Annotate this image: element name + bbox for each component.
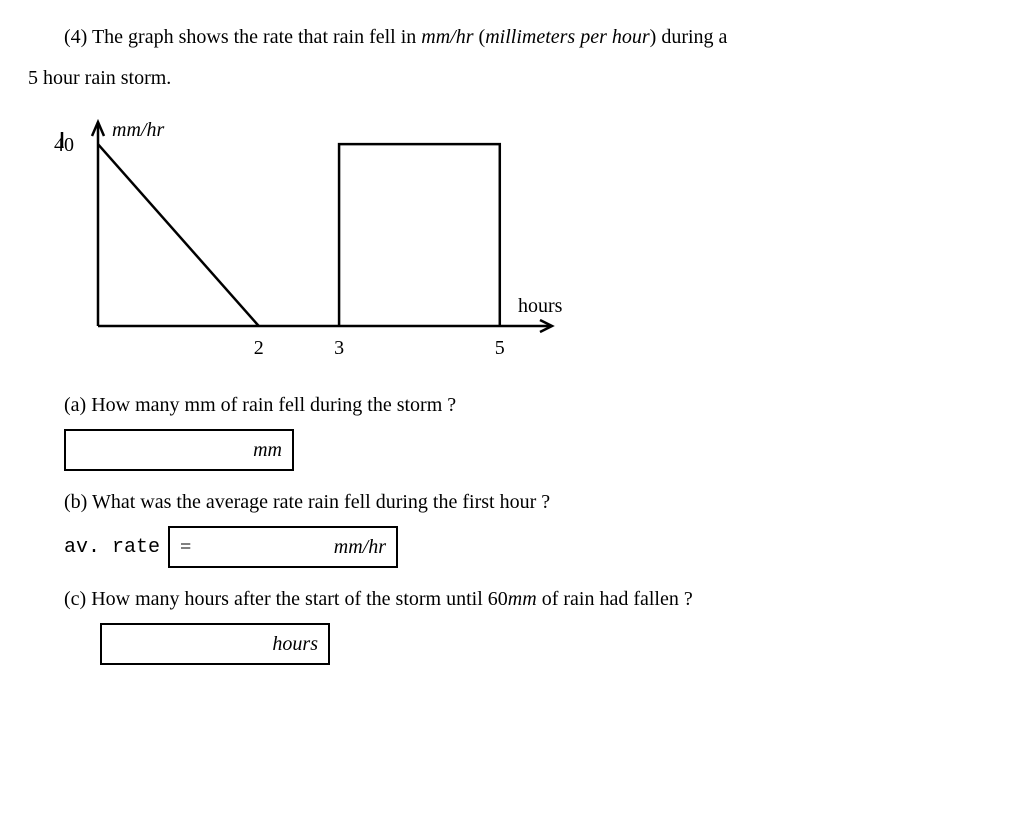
part-b-label: (b) [64, 491, 87, 513]
equals-sign: = [180, 534, 191, 561]
part-b-question: What was the average rate rain fell duri… [92, 491, 550, 513]
chart-svg: mm/hr hours 40 2 3 5 [28, 106, 588, 366]
answer-unit-a: mm [253, 437, 282, 464]
question-a: (a) How many mm of rain fell during the … [64, 392, 996, 419]
svg-text:hours: hours [518, 295, 563, 317]
question-c: (c) How many hours after the start of th… [64, 586, 996, 613]
part-a-question: How many mm of rain fell during the stor… [91, 394, 456, 416]
answer-box-b[interactable]: = mm/hr [168, 526, 398, 568]
problem-text-line2: 5 hour rain storm. [28, 67, 171, 89]
answer-unit-c: hours [272, 631, 318, 658]
rate-unit-long: millimeters per hour [485, 26, 649, 48]
part-c-value: 60 [488, 588, 508, 610]
svg-text:5: 5 [495, 337, 505, 359]
answer-unit-b: mm/hr [334, 534, 386, 561]
rain-rate-chart: mm/hr hours 40 2 3 5 [28, 106, 996, 374]
part-c-label: (c) [64, 588, 86, 610]
avrate-prefix: av. rate [64, 534, 160, 561]
question-b: (b) What was the average rate rain fell … [64, 489, 996, 516]
svg-text:40: 40 [54, 134, 74, 156]
answer-box-c[interactable]: hours [100, 623, 330, 665]
problem-text-lead: (4) The graph shows the rate that rain f… [64, 26, 421, 48]
paren-open: ( [474, 26, 486, 48]
problem-statement-line2: 5 hour rain storm. [28, 65, 996, 92]
svg-text:mm/hr: mm/hr [112, 119, 164, 141]
part-c-value-unit: mm [508, 588, 537, 610]
part-a-label: (a) [64, 394, 86, 416]
part-c-pre: How many hours after the start of the st… [91, 588, 488, 610]
answer-box-a[interactable]: mm [64, 429, 294, 471]
answer-row-a: mm [64, 429, 996, 471]
rate-unit-inline: mm/hr [421, 26, 473, 48]
answer-row-b: av. rate = mm/hr [64, 526, 996, 568]
svg-text:3: 3 [334, 337, 344, 359]
part-c-post: of rain had fallen ? [537, 588, 693, 610]
svg-text:2: 2 [254, 337, 264, 359]
answer-row-c: hours [100, 623, 996, 665]
problem-text-tail: during a [656, 26, 727, 48]
problem-statement: (4) The graph shows the rate that rain f… [28, 24, 996, 51]
